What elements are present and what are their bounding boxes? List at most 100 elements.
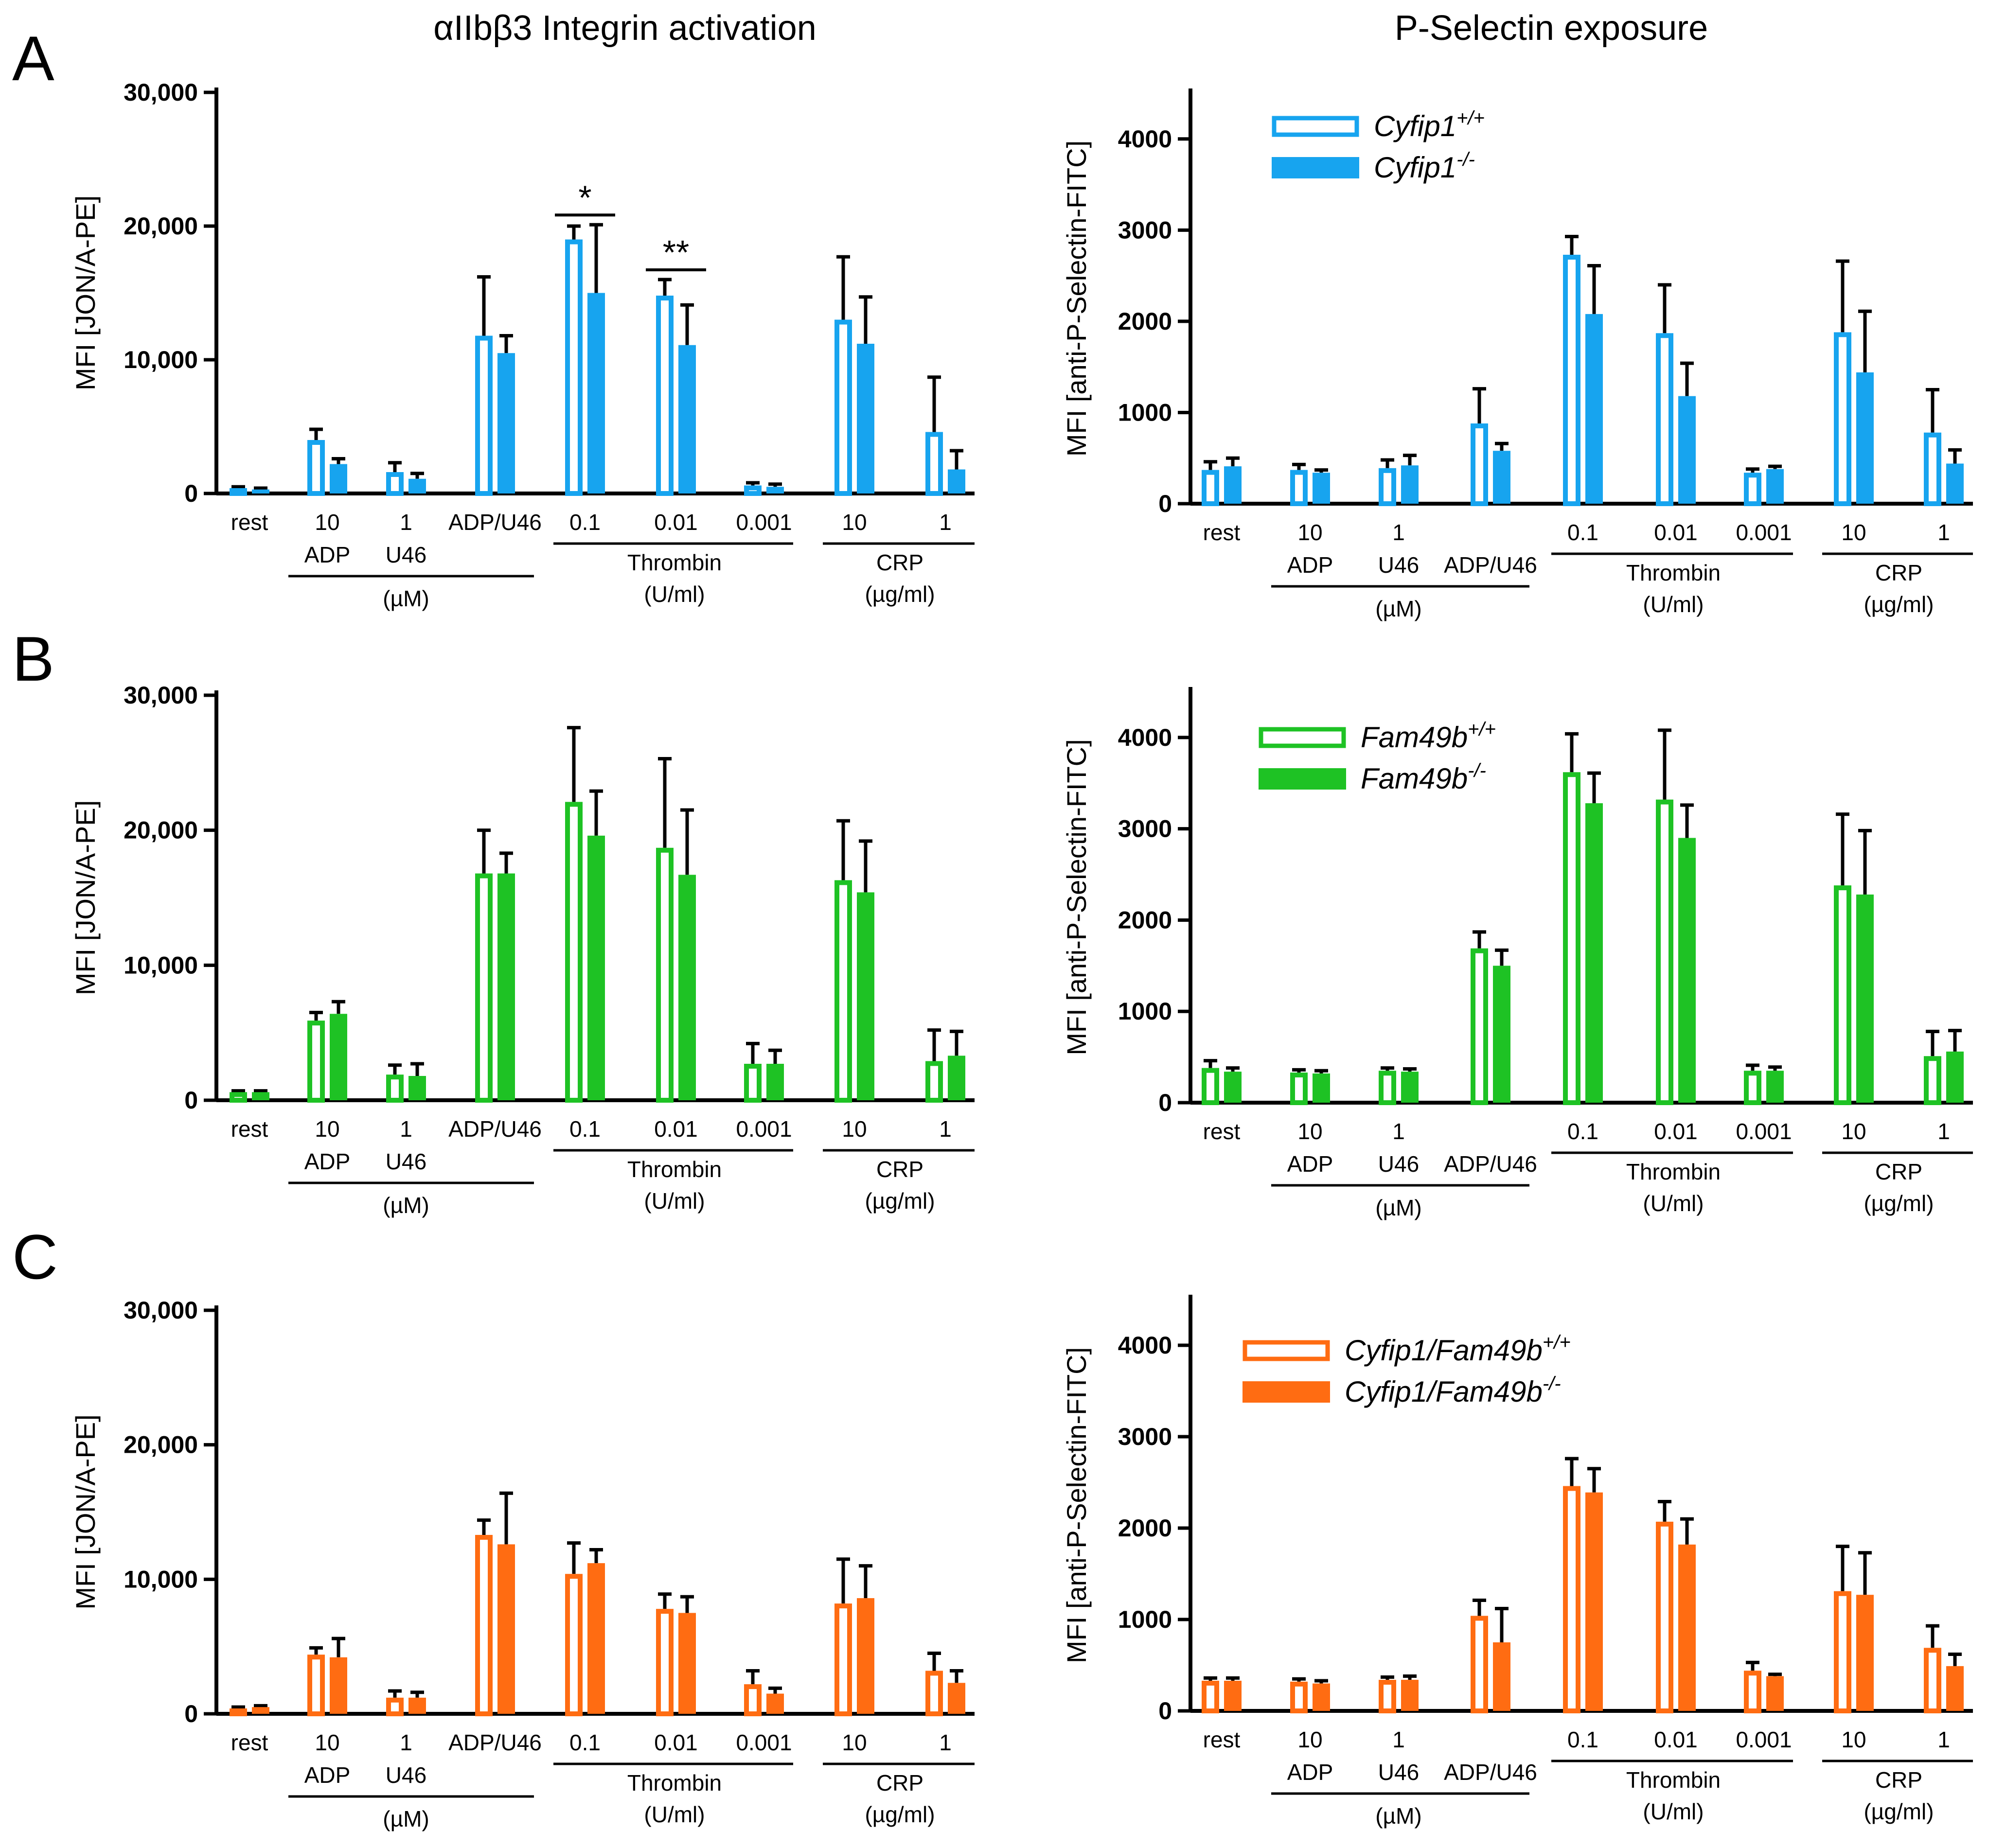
x-tick-label: 10 xyxy=(315,1730,339,1755)
y-axis-label: MFI [JON/A-PE] xyxy=(70,800,101,995)
y-axis-label: MFI [anti-P-Selectin-FITC] xyxy=(1061,1347,1092,1663)
y-tick-label: 4000 xyxy=(1118,125,1172,153)
y-tick-label: 10,000 xyxy=(124,1566,198,1593)
bracket-label: CRP xyxy=(1875,1159,1922,1184)
bracket-label: CRP xyxy=(1875,1767,1922,1793)
x-tick-label: 1 xyxy=(400,1730,412,1755)
bar-filled xyxy=(330,1014,347,1100)
bracket-label: CRP xyxy=(876,550,923,575)
y-tick-label: 0 xyxy=(1158,1089,1172,1116)
y-tick-label: 2000 xyxy=(1118,906,1172,933)
y-tick-label: 3000 xyxy=(1118,1423,1172,1450)
bracket-unit: (U/ml) xyxy=(1643,592,1704,617)
bar-open xyxy=(656,847,674,1103)
bar-filled xyxy=(252,489,269,493)
significance-label: * xyxy=(578,178,591,216)
y-tick-label: 3000 xyxy=(1118,216,1172,244)
bar-open xyxy=(925,1061,943,1103)
x-group-label: U46 xyxy=(1378,552,1419,578)
bar-open xyxy=(656,296,674,496)
bar-open xyxy=(1744,473,1761,507)
x-tick-label: 1 xyxy=(1392,520,1405,545)
bar-open xyxy=(1471,1616,1488,1713)
x-group-label: ADP/U46 xyxy=(448,1116,542,1142)
x-tick-label: 10 xyxy=(1297,1119,1322,1144)
x-group-label: ADP xyxy=(304,1149,351,1174)
bar-filled xyxy=(408,1697,426,1714)
bar-filled xyxy=(857,1598,874,1714)
x-group-label: ADP xyxy=(1287,1151,1333,1177)
bracket-unit: (U/ml) xyxy=(644,1188,705,1214)
bar-open xyxy=(834,319,852,496)
bar-open xyxy=(386,1697,404,1717)
x-group-label: ADP/U46 xyxy=(1444,552,1537,578)
bar-filled xyxy=(1856,894,1874,1103)
bar-open xyxy=(475,335,493,496)
x-tick-label: rest xyxy=(231,1116,268,1142)
bar-filled xyxy=(1224,466,1242,504)
bar-filled xyxy=(1946,1051,1964,1103)
bar-filled xyxy=(1585,1492,1603,1711)
bar-open xyxy=(307,1654,325,1716)
x-tick-label: 0.1 xyxy=(569,510,601,535)
y-tick-label: 10,000 xyxy=(124,951,198,979)
bar-open xyxy=(1834,885,1851,1105)
bar-open xyxy=(1563,254,1580,506)
bar-open xyxy=(475,873,493,1103)
bar-open xyxy=(1924,432,1941,506)
x-tick-label: 10 xyxy=(1841,520,1866,545)
x-tick-label: rest xyxy=(1203,520,1241,545)
bar-open xyxy=(307,1021,325,1103)
x-tick-label: 0.1 xyxy=(1567,520,1598,545)
bar-filled xyxy=(678,1613,696,1714)
bar-filled xyxy=(330,464,347,493)
y-tick-label: 1000 xyxy=(1118,399,1172,426)
x-tick-label: 0.1 xyxy=(1567,1727,1598,1752)
bar-filled xyxy=(1493,966,1510,1103)
x-tick-label: 0.01 xyxy=(1654,1727,1698,1752)
x-group-label: ADP/U46 xyxy=(448,1730,542,1755)
bar-filled xyxy=(1224,1680,1242,1711)
bracket-unit-um: (µM) xyxy=(383,1806,429,1831)
bar-filled xyxy=(1856,372,1874,504)
x-group-label: ADP/U46 xyxy=(1444,1151,1537,1177)
bar-open xyxy=(834,880,852,1103)
bar-open xyxy=(1656,333,1673,506)
bar-open xyxy=(386,1074,404,1103)
x-tick-label: 1 xyxy=(1392,1727,1405,1752)
bar-filled xyxy=(1493,451,1510,504)
bracket-unit: (µg/ml) xyxy=(1864,1799,1934,1824)
x-group-label: ADP xyxy=(1287,1760,1333,1785)
x-tick-label: 0.1 xyxy=(569,1730,601,1755)
x-tick-label: 0.01 xyxy=(654,510,698,535)
bracket-label: Thrombin xyxy=(1626,1767,1721,1793)
bracket-unit-um: (µM) xyxy=(383,586,429,611)
y-tick-label: 30,000 xyxy=(124,1297,198,1324)
bar-filled xyxy=(1766,1071,1784,1103)
x-tick-label: 0.001 xyxy=(1736,1727,1792,1752)
bar-open xyxy=(386,472,404,496)
bar-open xyxy=(1563,1486,1580,1714)
legend-label: Cyfip1/Fam49b-/- xyxy=(1345,1373,1561,1408)
y-tick-label: 3000 xyxy=(1118,815,1172,843)
bracket-unit-um: (µM) xyxy=(1375,1195,1421,1220)
y-tick-label: 20,000 xyxy=(124,817,198,844)
col-title-pselectin: P-Selectin exposure xyxy=(1395,9,1708,48)
x-tick-label: 10 xyxy=(842,1730,867,1755)
y-tick-label: 2000 xyxy=(1118,308,1172,335)
x-tick-label: 1 xyxy=(1937,520,1950,545)
bar-filled xyxy=(497,873,515,1100)
bar-filled xyxy=(252,1707,269,1714)
legend-label: Fam49b-/- xyxy=(1361,760,1486,795)
y-axis-label: MFI [anti-P-Selectin-FITC] xyxy=(1061,141,1092,457)
x-tick-label: 10 xyxy=(1841,1727,1866,1752)
x-tick-label: 10 xyxy=(1841,1119,1866,1144)
bar-filled xyxy=(1946,1666,1964,1711)
bar-filled xyxy=(497,1544,515,1714)
x-tick-label: 0.001 xyxy=(1736,520,1792,545)
bar-filled xyxy=(1678,838,1696,1103)
bar-filled xyxy=(330,1657,347,1714)
x-tick-label: 10 xyxy=(315,1116,339,1142)
y-axis-label: MFI [anti-P-Selectin-FITC] xyxy=(1061,739,1092,1055)
